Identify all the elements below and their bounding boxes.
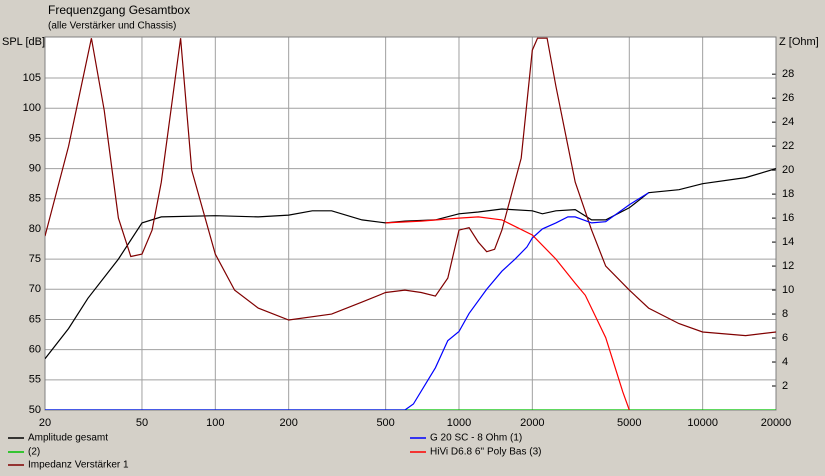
y2-tick-label: 14 <box>782 236 794 248</box>
y2-tick-label: 20 <box>782 164 794 176</box>
x-tick-label: 500 <box>376 417 394 429</box>
y2-tick-label: 8 <box>782 308 788 320</box>
y2-tick-label: 18 <box>782 188 794 200</box>
y-tick-label: 70 <box>29 283 41 295</box>
y2-tick-label: 12 <box>782 260 794 272</box>
y2-axis-label: Z [Ohm] <box>779 36 819 48</box>
legend-label: (2) <box>28 447 40 458</box>
legend-label: G 20 SC - 8 Ohm (1) <box>430 433 522 444</box>
series-line <box>385 216 630 410</box>
y-tick-label: 75 <box>29 253 41 265</box>
y-tick-label: 55 <box>29 374 41 386</box>
x-tick-label: 20 <box>39 417 51 429</box>
x-tick-label: 20000 <box>761 417 792 429</box>
y-axis-label: SPL [dB] <box>2 36 45 48</box>
y-tick-label: 95 <box>29 132 41 144</box>
y-tick-label: 85 <box>29 193 41 205</box>
y-tick-label: 80 <box>29 223 41 235</box>
y2-tick-label: 24 <box>782 116 794 128</box>
y-tick-label: 105 <box>23 72 41 84</box>
x-tick-label: 1000 <box>447 417 471 429</box>
y2-tick-label: 28 <box>782 68 794 80</box>
y2-tick-label: 10 <box>782 284 794 296</box>
y-tick-label: 65 <box>29 313 41 325</box>
x-tick-label: 10000 <box>687 417 718 429</box>
y-tick-label: 60 <box>29 344 41 356</box>
legend-label: HiVi D6.8 6'' Poly Bas (3) <box>430 447 541 458</box>
y-tick-label: 50 <box>29 404 41 416</box>
plot-area <box>45 37 776 410</box>
chart-subtitle: (alle Verstärker und Chassis) <box>48 21 176 32</box>
x-tick-label: 2000 <box>520 417 544 429</box>
y2-tick-label: 16 <box>782 212 794 224</box>
y2-tick-label: 2 <box>782 380 788 392</box>
x-tick-label: 50 <box>136 417 148 429</box>
y-tick-label: 90 <box>29 162 41 174</box>
series-line <box>45 192 649 410</box>
legend-label: Impedanz Verstärker 1 <box>28 460 129 471</box>
x-tick-label: 200 <box>279 417 297 429</box>
series-line <box>45 168 776 360</box>
y2-tick-label: 26 <box>782 92 794 104</box>
chart-title: Frequenzgang Gesamtbox <box>48 3 190 17</box>
y-tick-label: 100 <box>23 102 41 114</box>
legend-label: Amplitude gesamt <box>28 433 108 444</box>
y2-tick-label: 22 <box>782 140 794 152</box>
series-line <box>45 37 776 337</box>
y2-tick-label: 6 <box>782 332 788 344</box>
x-tick-label: 5000 <box>617 417 641 429</box>
y2-tick-label: 4 <box>782 356 788 368</box>
x-tick-label: 100 <box>206 417 224 429</box>
